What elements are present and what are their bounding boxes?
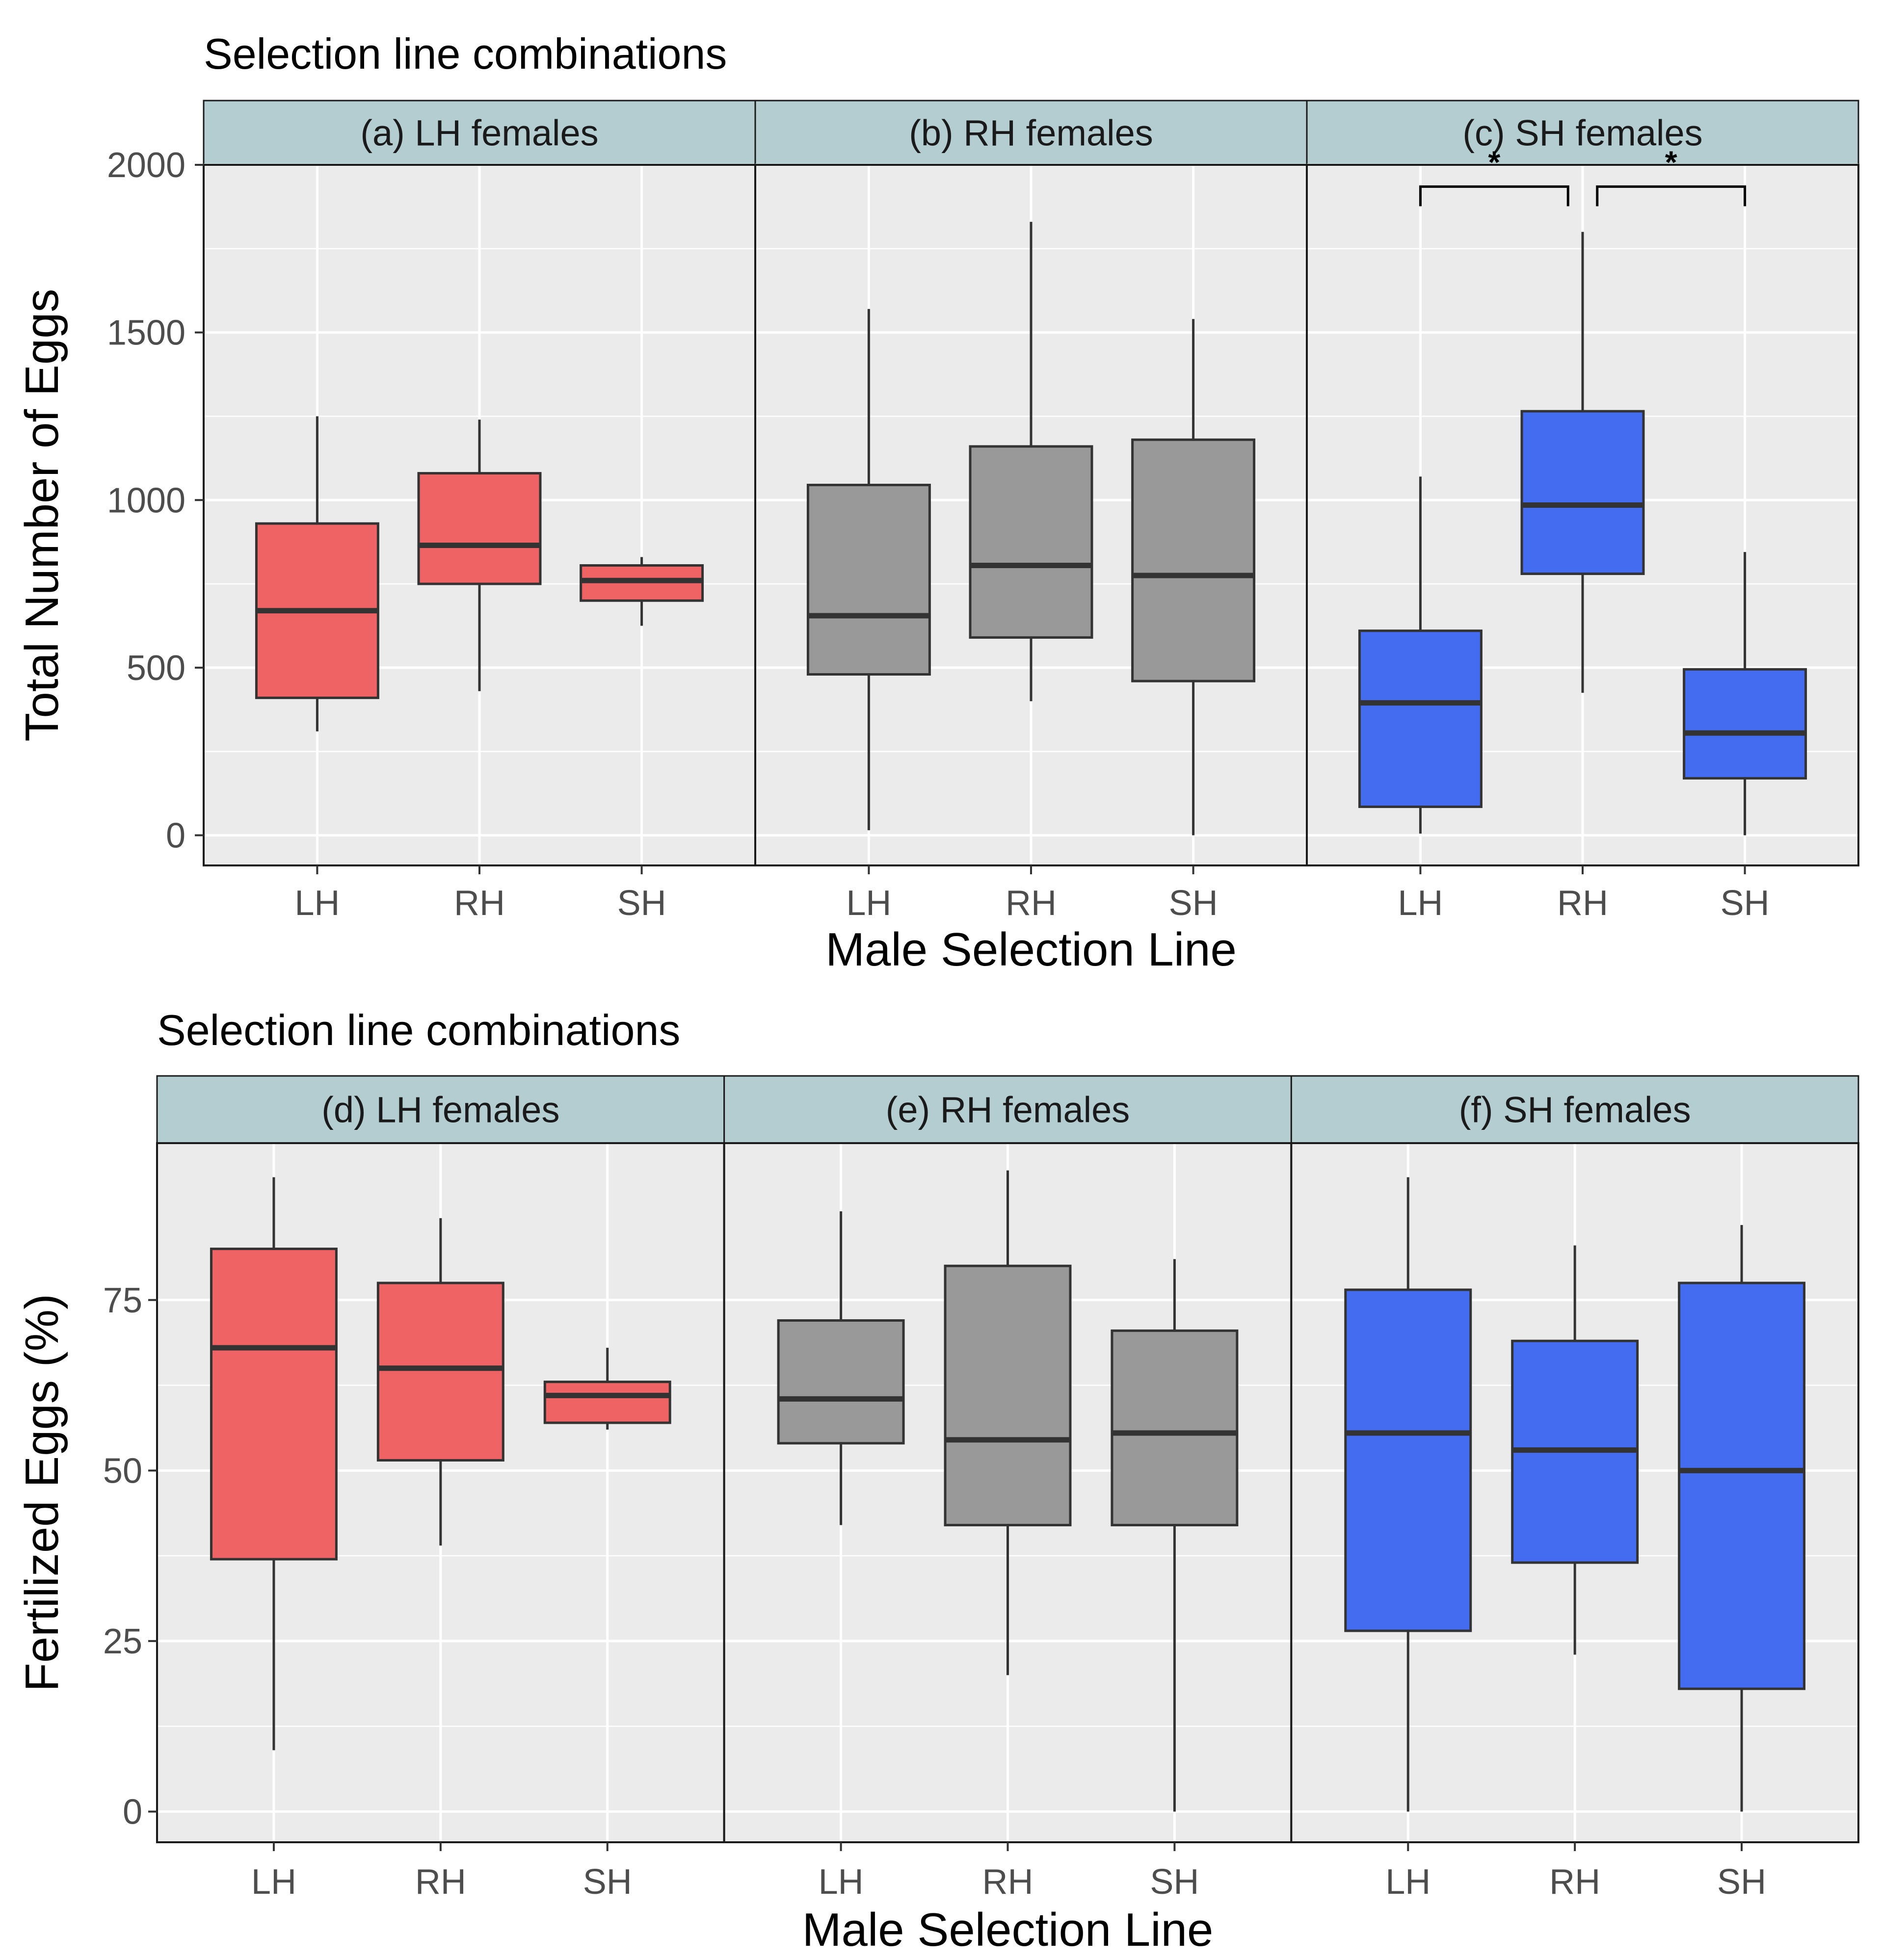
box-body xyxy=(376,1281,504,1462)
box-body xyxy=(806,484,931,676)
chart-title: Selection line combinations xyxy=(157,1006,680,1054)
panel-strip-label: (f) SH females xyxy=(1459,1090,1691,1130)
x-tick-label: LH xyxy=(294,884,340,923)
chart-title: Selection line combinations xyxy=(204,29,727,78)
x-tick-label: RH xyxy=(454,884,505,923)
box-RH xyxy=(376,1218,504,1546)
box-body xyxy=(1344,1288,1472,1632)
panel-3: (c) SH females* * LH RH SH xyxy=(1306,100,1859,923)
x-tick-label: RH xyxy=(982,1862,1033,1902)
y-tick-label: 25 xyxy=(103,1622,142,1661)
box-RH xyxy=(969,222,1093,702)
box-body xyxy=(1520,410,1645,575)
y-tick-label: 75 xyxy=(103,1281,142,1320)
box-RH xyxy=(1511,1245,1639,1655)
x-axis-title: Male Selection Line xyxy=(802,1904,1214,1956)
y-tick-label: 0 xyxy=(166,816,185,856)
x-tick-label: SH xyxy=(1721,884,1770,923)
panel-strip xyxy=(754,100,1308,166)
significance-star: * xyxy=(1665,144,1677,180)
box-body xyxy=(1111,1329,1239,1527)
box-SH xyxy=(1131,319,1256,836)
panel-strip-label: (d) LH females xyxy=(321,1090,559,1130)
y-axis-title: Fertilized Eggs (%) xyxy=(16,1294,68,1692)
panel-strip xyxy=(156,1075,725,1144)
panel-1: (d) LH females LH RH SH xyxy=(156,1075,725,1902)
y-tick-label: 50 xyxy=(103,1451,142,1490)
x-tick-label: RH xyxy=(415,1862,466,1902)
panel-strip xyxy=(203,100,756,166)
box-SH xyxy=(543,1348,671,1430)
box-RH xyxy=(1520,232,1645,693)
box-RH xyxy=(417,419,542,691)
box-LH xyxy=(1358,476,1483,834)
box-body xyxy=(1678,1281,1806,1690)
x-tick-label: SH xyxy=(617,884,666,923)
x-tick-label: LH xyxy=(251,1862,296,1902)
panel-strip-label: (e) RH females xyxy=(886,1090,1130,1130)
panel-strip-label: (b) RH females xyxy=(909,113,1153,154)
y-tick-label: 500 xyxy=(127,649,185,688)
y-axis-title: Total Number of Eggs xyxy=(16,288,68,741)
significance-star: * xyxy=(1488,144,1500,180)
panel-2: (e) RH females LH RH SH xyxy=(723,1075,1293,1902)
box-LH xyxy=(806,309,931,831)
panel-3: (f) SH females LH RH SH xyxy=(1290,1075,1859,1902)
box-SH xyxy=(1678,1225,1806,1812)
panel-strip-label: (a) LH females xyxy=(360,113,598,154)
x-tick-label: RH xyxy=(1549,1862,1600,1902)
box-SH xyxy=(1111,1259,1239,1812)
box-body xyxy=(1358,629,1483,808)
y-tick-label: 1500 xyxy=(107,314,185,353)
x-tick-label: SH xyxy=(1169,884,1218,923)
box-LH xyxy=(1344,1177,1472,1812)
x-tick-label: RH xyxy=(1557,884,1608,923)
panel-2: (b) RH females LH RH SH xyxy=(754,100,1308,923)
x-tick-label: SH xyxy=(1150,1862,1199,1902)
box-body xyxy=(543,1381,671,1424)
box-LH xyxy=(255,416,379,732)
x-tick-label: LH xyxy=(819,1862,864,1902)
box-body xyxy=(417,472,542,585)
x-tick-label: RH xyxy=(1006,884,1057,923)
box-body xyxy=(1131,438,1256,682)
panel-strip xyxy=(1306,100,1859,166)
box-body xyxy=(944,1264,1072,1527)
significance-bracket xyxy=(1419,185,1569,207)
x-axis-title: Male Selection Line xyxy=(825,923,1237,976)
panel-strip-label: (c) SH females xyxy=(1462,113,1702,154)
box-SH xyxy=(1683,552,1807,836)
y-tick-label: 2000 xyxy=(107,146,185,185)
panel-1: (a) LH females LH RH SH xyxy=(203,100,756,923)
chart-2: Selection line combinations (d) LH female… xyxy=(16,1006,1859,1956)
box-body xyxy=(1683,668,1807,780)
y-tick-label: 1000 xyxy=(107,481,185,520)
x-tick-label: LH xyxy=(846,884,891,923)
box-RH xyxy=(944,1170,1072,1675)
chart-1: Selection line combinations (a) LH female… xyxy=(16,29,1859,976)
box-body xyxy=(969,445,1093,639)
significance-bracket xyxy=(1596,185,1747,207)
x-tick-label: SH xyxy=(1717,1862,1766,1902)
box-LH xyxy=(210,1177,338,1751)
box-SH xyxy=(580,557,704,626)
box-body xyxy=(210,1247,338,1561)
x-tick-label: LH xyxy=(1385,1862,1431,1902)
box-body xyxy=(777,1319,905,1445)
x-tick-label: SH xyxy=(583,1862,632,1902)
panel-strip xyxy=(723,1075,1292,1144)
y-tick-label: 0 xyxy=(123,1792,142,1831)
panel-strip xyxy=(1290,1075,1859,1144)
x-tick-label: LH xyxy=(1398,884,1443,923)
box-LH xyxy=(777,1211,905,1525)
